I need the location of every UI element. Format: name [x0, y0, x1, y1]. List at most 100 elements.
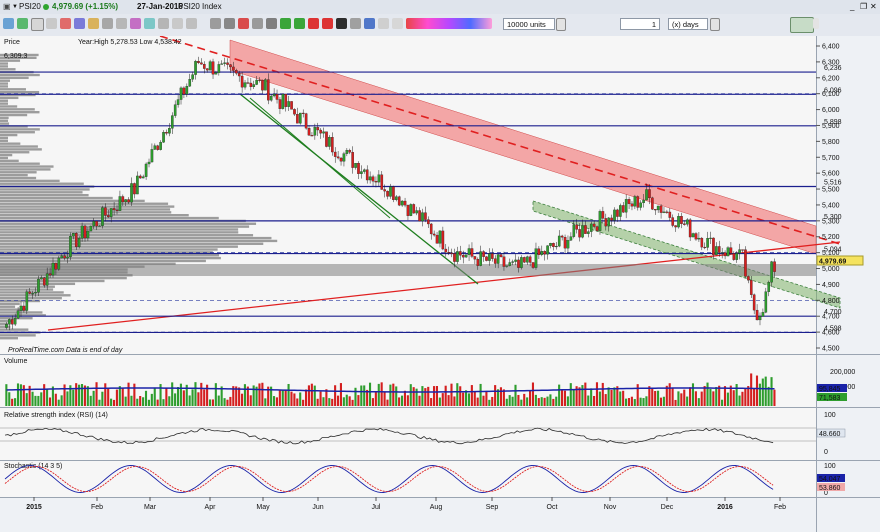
horizontal-line-icon[interactable] — [102, 18, 113, 29]
chart-thumbnail-icon[interactable] — [790, 17, 814, 33]
volume-bar — [121, 388, 124, 406]
candle-body — [200, 62, 203, 65]
profile-bar — [0, 288, 54, 291]
print-icon[interactable] — [266, 18, 277, 29]
arrow-down-red-icon[interactable] — [308, 18, 319, 29]
scissors-icon[interactable] — [224, 18, 235, 29]
profile-bar — [0, 102, 8, 105]
candle-body — [520, 257, 523, 268]
candles-icon[interactable] — [17, 18, 28, 29]
candle-body — [715, 246, 718, 256]
candle-body — [656, 205, 660, 211]
profile-bar — [0, 131, 35, 134]
line-icon[interactable] — [31, 18, 44, 31]
bars-icon[interactable] — [3, 18, 14, 29]
volume-bar — [310, 383, 313, 406]
volume-bar — [444, 385, 447, 406]
rectangle-icon[interactable] — [116, 18, 127, 29]
eraser-icon[interactable] — [186, 18, 197, 29]
ruler-icon[interactable] — [158, 18, 169, 29]
candle-body — [639, 202, 643, 208]
volume-bar — [400, 395, 404, 406]
volume-bar — [482, 395, 485, 406]
units-dropdown-icon[interactable] — [556, 18, 566, 31]
thumbnail-dropdown-icon[interactable] — [813, 18, 819, 29]
candle-body — [592, 223, 596, 227]
candle-body — [130, 183, 133, 203]
save-icon[interactable] — [252, 18, 263, 29]
candle-body — [674, 225, 677, 228]
price-tick-label: 6,100 — [822, 91, 840, 98]
profile-bar — [0, 225, 250, 228]
price-tick-label: 6,000 — [822, 107, 840, 114]
volume-bar — [171, 382, 174, 406]
volume-bar — [546, 396, 549, 406]
volume-bar — [238, 387, 241, 406]
volume-bar — [287, 383, 290, 406]
text-icon[interactable] — [144, 18, 155, 29]
candle-body — [587, 231, 590, 234]
channel-icon[interactable] — [74, 18, 85, 29]
chart-area[interactable]: 6,400 6,300 6,200 6,100 6,000 5,900 5,800 5,700… — [0, 36, 880, 532]
color-palette[interactable] — [406, 18, 492, 29]
arrow-up-green-icon[interactable] — [280, 18, 291, 29]
color-grey-icon[interactable] — [378, 18, 389, 29]
period-unit-select[interactable]: (x) days — [668, 18, 708, 30]
color-light-icon[interactable] — [392, 18, 403, 29]
candle-body — [761, 312, 765, 317]
crosshair-icon[interactable] — [46, 18, 57, 29]
candle-body — [537, 248, 541, 255]
delete-icon[interactable] — [238, 18, 249, 29]
candle-body — [363, 169, 366, 172]
volume-bar — [174, 393, 177, 406]
profile-bar — [0, 122, 10, 125]
period-dropdown-icon[interactable] — [710, 18, 720, 31]
volume-bar — [371, 398, 374, 406]
trendline-icon[interactable] — [60, 18, 71, 29]
color-blue-icon[interactable] — [364, 18, 375, 29]
candle-body — [339, 157, 343, 162]
arrow-down-red-2-icon[interactable] — [322, 18, 333, 29]
tools-icon[interactable] — [210, 18, 221, 29]
arrow-up-green-2-icon[interactable] — [294, 18, 305, 29]
volume-bar — [142, 397, 145, 406]
volume-bar — [694, 391, 697, 406]
volume-bar — [578, 387, 581, 406]
candle-body — [505, 265, 509, 267]
line-style-icon[interactable] — [350, 18, 361, 29]
volume-bar — [712, 391, 715, 406]
minimize-icon[interactable]: _ — [850, 2, 855, 11]
volume-bar — [229, 396, 232, 406]
candle-body — [479, 251, 482, 266]
volume-bar — [683, 389, 686, 406]
restore-icon[interactable]: ❐ — [860, 2, 868, 11]
volume-bar — [304, 389, 308, 406]
candle-body — [354, 163, 357, 168]
ellipse-icon[interactable] — [130, 18, 141, 29]
candle-body — [229, 64, 232, 68]
units-select[interactable]: 10000 units — [503, 18, 555, 30]
candle-body — [322, 131, 325, 134]
menu-icon[interactable]: ▣ — [3, 2, 11, 11]
volume-bar — [558, 384, 561, 406]
symbol[interactable]: PSI20 — [19, 2, 41, 11]
line-width-icon[interactable] — [336, 18, 347, 29]
level-lines — [0, 71, 816, 334]
period-input[interactable]: 1 — [620, 18, 660, 30]
status-dot-icon — [43, 4, 49, 10]
volume-bar — [37, 395, 40, 406]
volume-bar — [441, 393, 444, 406]
profile-bar — [0, 105, 18, 108]
green-trendline-2 — [249, 97, 391, 219]
pencil-icon[interactable] — [172, 18, 183, 29]
profile-bar — [0, 234, 254, 237]
candle-body — [438, 230, 442, 244]
close-icon[interactable]: ✕ — [870, 2, 877, 11]
volume-bar — [60, 395, 63, 406]
dropdown-arrow-icon[interactable]: ▼ — [12, 4, 18, 10]
profile-bar — [0, 111, 40, 114]
fibonacci-icon[interactable] — [88, 18, 99, 29]
stoch-d-tag: 53.860 — [819, 485, 841, 492]
candle-body — [8, 319, 11, 325]
volume-bar — [307, 385, 310, 406]
